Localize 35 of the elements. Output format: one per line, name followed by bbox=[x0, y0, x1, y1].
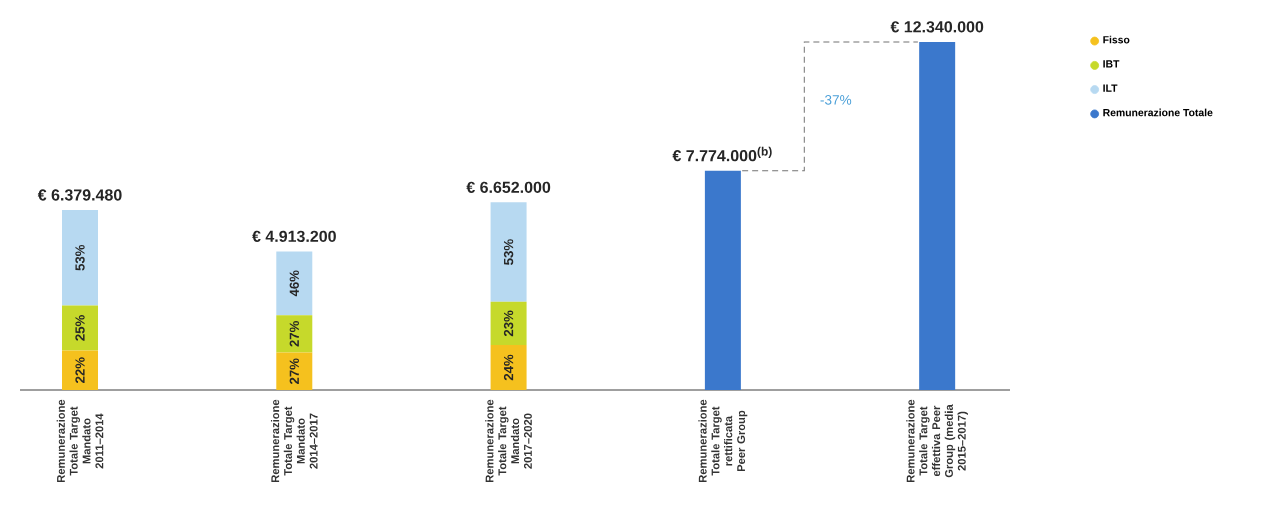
annotation: -37% bbox=[820, 95, 852, 105]
annotation: 22% bbox=[75, 357, 85, 383]
annotation: 27% bbox=[289, 321, 299, 347]
bar bbox=[490, 202, 527, 302]
annotation: 53% bbox=[503, 239, 514, 265]
annotation: 27% bbox=[289, 358, 299, 385]
total-label: € 6.652.000 bbox=[466, 181, 551, 193]
bar bbox=[704, 170, 741, 390]
annotation: 23% bbox=[503, 310, 514, 337]
bar bbox=[490, 344, 527, 390]
legend-label: ILT bbox=[1103, 84, 1118, 92]
bar bbox=[276, 352, 313, 390]
annotation: 25% bbox=[75, 315, 85, 341]
total-label: € 6.379.480 bbox=[37, 189, 122, 201]
bar bbox=[919, 41, 956, 390]
legend-label: Remunerazione Totale bbox=[1103, 108, 1213, 117]
x-tick-label: Remunerazione Totale Target Mandato 2011–2014 bbox=[56, 399, 104, 483]
annotation: 53% bbox=[75, 244, 85, 271]
x-tick-label: Remunerazione Totale Target Mandato 2017–2020 bbox=[485, 399, 532, 483]
bar bbox=[62, 305, 99, 351]
bar bbox=[276, 251, 313, 316]
bar bbox=[276, 315, 313, 353]
total-label: € 4.913.200 bbox=[252, 230, 336, 243]
annotation: 46% bbox=[289, 270, 299, 297]
bar bbox=[62, 350, 99, 390]
annotation: 24% bbox=[503, 354, 514, 381]
bar bbox=[490, 301, 527, 345]
data-label: € 7.774.000$^{(b)}$ bbox=[672, 146, 772, 162]
x-tick-label: Remunerazione Totale Target rettificata Peer Group bbox=[698, 399, 748, 483]
data-label: € 12.340.000 bbox=[890, 21, 984, 33]
legend-label: IBT bbox=[1103, 60, 1120, 68]
bar bbox=[62, 210, 99, 306]
legend-label: Fisso bbox=[1103, 35, 1130, 44]
x-tick-label: Remunerazione Totale Target Mandato 2014–2017 bbox=[270, 399, 318, 483]
x-tick-label: Remunerazione Totale Target effettiva Peer Group (media 2015–2017) bbox=[906, 399, 968, 483]
